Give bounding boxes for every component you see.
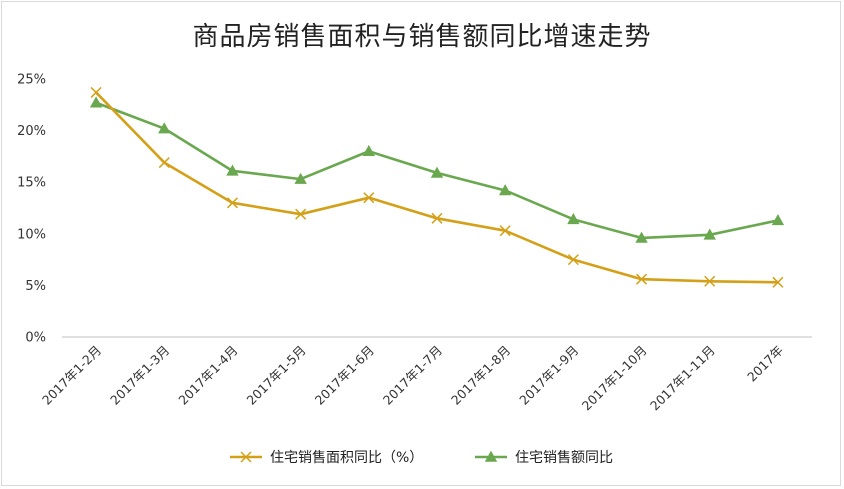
data-point: [363, 192, 375, 204]
x-tick-label: 2017年1-5月: [244, 343, 309, 408]
x-tick-label: 2017年1-3月: [107, 343, 172, 408]
y-tick-label: 0%: [25, 331, 46, 346]
x-tick-label: 2017年1-8月: [448, 343, 513, 408]
data-point: [772, 276, 784, 288]
x-tick-label: 2017年1-9月: [516, 343, 581, 408]
data-point: [567, 254, 579, 266]
x-tick-label: 2017年1-6月: [312, 343, 377, 408]
x-tick-label: 2017年1-11月: [647, 343, 718, 414]
data-point: [294, 172, 307, 184]
data-point: [704, 275, 716, 287]
legend-item: 住宅销售面积同比（%）: [230, 450, 423, 466]
legend-label: 住宅销售面积同比（%）: [270, 450, 423, 466]
data-point: [499, 184, 512, 196]
axes: 0%5%10%15%20%25%2017年1-2月 2017年1-3月 2017年1…: [17, 73, 812, 414]
legend: 住宅销售面积同比（%） 住宅销售额同比: [230, 450, 613, 466]
data-point: [499, 225, 511, 237]
data-point: [771, 214, 785, 226]
data-point: [295, 208, 307, 220]
data-point: [158, 122, 171, 134]
chart-title: 商品房销售面积与销售额同比增速走势: [192, 22, 652, 52]
data-point: [158, 157, 170, 169]
legend-label: 住宅销售额同比: [515, 450, 613, 466]
data-point: [90, 86, 102, 98]
series-layer: [89, 86, 785, 288]
data-point: [636, 273, 648, 285]
y-tick-label: 25%: [17, 73, 46, 88]
x-tick-label: 2017年1-4月: [175, 343, 240, 408]
data-point: [567, 213, 580, 225]
x-tick-label: 2017年1-7月: [380, 343, 445, 408]
data-point: [362, 144, 375, 157]
y-tick-label: 5%: [25, 279, 46, 294]
x-tick-label: 2017年1-2月: [39, 343, 104, 408]
legend-item: 住宅销售额同比: [475, 450, 613, 466]
series-1: [90, 86, 784, 288]
data-point: [226, 197, 238, 209]
x-tick-label: 2017年1-10月: [579, 343, 650, 414]
series-line: [95, 91, 778, 284]
data-point: [430, 166, 444, 178]
series-2: [89, 96, 785, 243]
x-tick-label: 2017年: [744, 343, 786, 385]
y-tick-label: 15%: [17, 176, 46, 191]
data-point: [703, 228, 716, 240]
y-tick-label: 20%: [17, 124, 46, 139]
data-point: [431, 212, 443, 224]
legend-marker: [240, 451, 252, 463]
data-point: [226, 164, 239, 176]
y-tick-label: 10%: [17, 227, 46, 242]
data-point: [635, 231, 648, 243]
data-point: [89, 96, 103, 108]
legend-marker: [484, 450, 498, 462]
